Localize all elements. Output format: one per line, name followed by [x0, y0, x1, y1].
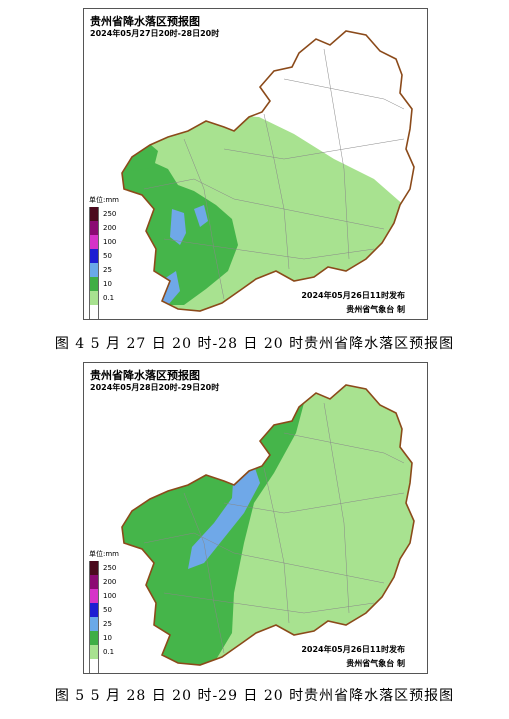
guizhou-precip-map-2	[121, 384, 415, 666]
legend-rows: 250 200 100 50 25 10 0.1	[89, 561, 129, 673]
legend-value: 50	[103, 252, 112, 260]
map-period: 2024年05月27日20时-28日20时	[90, 29, 220, 38]
legend-item: 10	[89, 277, 129, 291]
legend-swatch	[89, 603, 99, 617]
legend-item: 200	[89, 221, 129, 235]
legend-swatch	[89, 235, 99, 249]
legend-item: 200	[89, 575, 129, 589]
legend-value: 25	[103, 266, 112, 274]
issuer: 贵州省气象台 制	[346, 305, 405, 314]
forecast-map-2: 贵州省降水落区预报图 2024年05月28日20时-29日20时 单位:mm 2…	[83, 362, 428, 674]
legend-swatch	[89, 561, 99, 575]
legend-swatch	[89, 277, 99, 291]
legend-item: 250	[89, 207, 129, 221]
legend-swatch	[89, 221, 99, 235]
legend-swatch	[89, 631, 99, 645]
guizhou-precip-map-1	[121, 30, 415, 312]
legend-value: 0.1	[103, 648, 115, 656]
legend-value: 50	[103, 606, 112, 614]
issuer: 贵州省气象台 制	[346, 659, 405, 668]
legend-unit: 单位:mm	[89, 196, 119, 204]
legend-value: 10	[103, 634, 112, 642]
legend-swatch	[89, 589, 99, 603]
county-boundaries	[143, 48, 405, 300]
legend-value: 200	[103, 578, 117, 586]
legend-rows: 250 200 100 50 25 10 0.1	[89, 207, 129, 319]
legend-swatch	[89, 575, 99, 589]
legend-value: 100	[103, 238, 117, 246]
legend-swatch	[89, 645, 99, 659]
heavy-rain-area	[188, 459, 260, 569]
legend-item: 100	[89, 589, 129, 603]
legend-value: 250	[103, 564, 117, 572]
legend-swatch	[89, 291, 99, 305]
legend-item: 25	[89, 263, 129, 277]
legend-swatch	[89, 617, 99, 631]
province-border	[121, 384, 415, 666]
legend-item: 0.1	[89, 645, 129, 659]
map-title: 贵州省降水落区预报图	[90, 15, 200, 28]
legend-item: 10	[89, 631, 129, 645]
legend-value: 250	[103, 210, 117, 218]
legend-item: 100	[89, 235, 129, 249]
legend: 单位:mm 250 200 100 50 25 10 0.1	[89, 549, 129, 673]
legend-value: 100	[103, 592, 117, 600]
legend-item	[89, 305, 129, 319]
legend-swatch	[89, 659, 99, 673]
legend-unit: 单位:mm	[89, 550, 119, 558]
legend-item: 50	[89, 603, 129, 617]
province-border	[121, 30, 415, 312]
legend-value: 25	[103, 620, 112, 628]
issue-time: 2024年05月26日11时发布	[301, 291, 405, 300]
heavy-rain-area-central	[194, 205, 208, 227]
county-boundaries	[143, 402, 405, 654]
map-period: 2024年05月28日20时-29日20时	[90, 383, 220, 392]
legend-value: 200	[103, 224, 117, 232]
legend-item: 250	[89, 561, 129, 575]
issue-time: 2024年05月26日11时发布	[301, 645, 405, 654]
legend-item: 50	[89, 249, 129, 263]
figure-caption-4: 图 4 5 月 27 日 20 时-28 日 20 时贵州省降水落区预报图	[54, 336, 455, 352]
legend-value: 0.1	[103, 294, 115, 302]
legend-item: 25	[89, 617, 129, 631]
legend-value: 10	[103, 280, 112, 288]
legend: 单位:mm 250 200 100 50 25 10 0.1	[89, 195, 129, 319]
forecast-map-1: 贵州省降水落区预报图 2024年05月27日20时-28日20时 单位:mm 2…	[83, 8, 428, 320]
legend-swatch	[89, 207, 99, 221]
heavy-rain-area-north	[260, 405, 272, 425]
legend-swatch	[89, 249, 99, 263]
legend-item: 0.1	[89, 291, 129, 305]
legend-swatch	[89, 305, 99, 319]
figure-caption-5: 图 5 5 月 28 日 20 时-29 日 20 时贵州省降水落区预报图	[54, 688, 455, 704]
map-title: 贵州省降水落区预报图	[90, 369, 200, 382]
heavy-rain-area	[170, 209, 186, 245]
legend-swatch	[89, 263, 99, 277]
legend-item	[89, 659, 129, 673]
